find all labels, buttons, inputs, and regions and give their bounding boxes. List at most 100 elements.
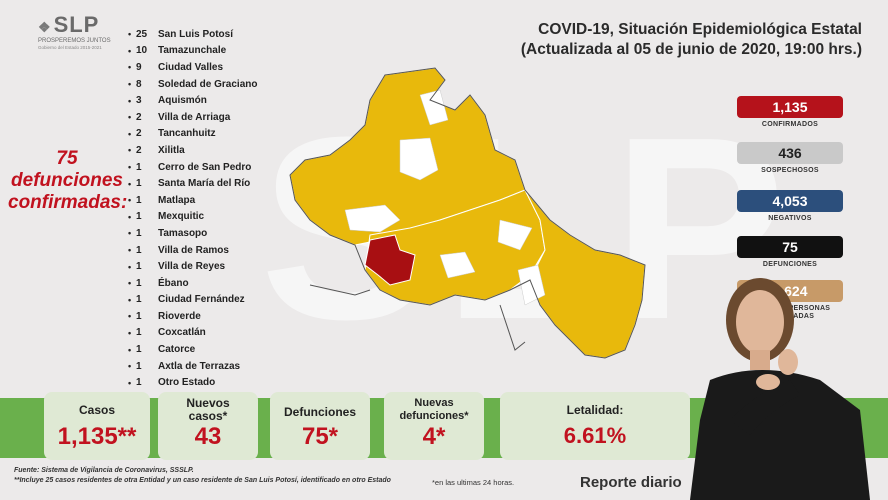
list-item: • 1 Ciudad Fernández: [128, 292, 288, 309]
municipality-count: 1: [136, 161, 142, 173]
bullet-icon: •: [128, 178, 132, 189]
municipality-name: Soledad de Graciano: [158, 78, 258, 90]
interpreter-torso: [690, 370, 870, 500]
bullet-icon: •: [128, 311, 132, 322]
list-item: • 1 Cerro de San Pedro: [128, 159, 288, 176]
stat-value: 1,135: [737, 96, 843, 118]
municipality-deaths-list: • 25 San Luis Potosí • 10 Tamazunchale • 9 Ciuda…: [128, 26, 288, 391]
deaths-value: 75*: [301, 423, 339, 450]
footer-source: Fuente: Sistema de Vigilancia de Coronav…: [14, 467, 194, 474]
municipality-name: Tancanhuitz: [158, 128, 216, 140]
municipality-name: San Luis Potosí: [158, 28, 234, 40]
cases-card: Casos 1,135**: [44, 392, 150, 460]
interpreter-arm: [730, 380, 800, 435]
stat-confirmados: 1,135 CONFIRMADOS: [737, 96, 843, 129]
municipality-count: 1: [136, 344, 142, 356]
map-region-white-2: [344, 204, 401, 233]
bullet-icon: •: [128, 245, 132, 256]
municipality-count: 1: [136, 211, 142, 223]
footer-note: **Incluye 25 casos residentes de otra En…: [14, 477, 391, 484]
stat-defunciones: 75 DEFUNCIONES: [737, 236, 843, 269]
stat-sospechosos: 436 SOSPECHOSOS: [737, 142, 843, 175]
municipality-name: Villa de Reyes: [158, 261, 226, 273]
logo-glyph-icon: ❖: [38, 19, 52, 35]
municipality-count: 1: [136, 194, 142, 206]
bullet-icon: •: [128, 29, 132, 40]
map-base: [289, 67, 646, 359]
deaths-card: Defunciones 75*: [270, 392, 370, 460]
list-item: • 1 Axtla de Terrazas: [128, 358, 288, 375]
map-region-capital: [364, 234, 416, 286]
municipality-count: 1: [136, 294, 142, 306]
new-cases-card: Nuevos casos* 43: [158, 392, 258, 460]
bullet-icon: •: [128, 45, 132, 56]
municipality-count: 1: [136, 244, 142, 256]
municipality-name: Rioverde: [158, 310, 201, 322]
stat-label: CONFIRMADOS: [761, 121, 819, 128]
municipality-count: 1: [136, 178, 142, 190]
list-item: • 3 Aquismón: [128, 92, 288, 109]
stat-label: NEGATIVOS: [768, 215, 812, 222]
stat-value: 4,053: [737, 190, 843, 212]
municipality-count: 1: [136, 327, 142, 339]
government-logo: ❖SLP PROSPEREMOS JUNTOS Gobierno del Est…: [38, 12, 118, 51]
logo-subline: Gobierno del Estado 2015-2021: [38, 45, 102, 50]
sign-language-interpreter: [690, 278, 870, 500]
map-region-white-6: [419, 89, 449, 126]
municipality-count: 1: [136, 310, 142, 322]
stat-label: SOSPECHOSOS: [761, 167, 819, 174]
list-item: • 1 Villa de Ramos: [128, 242, 288, 259]
list-item: • 10 Tamazunchale: [128, 43, 288, 60]
bullet-icon: •: [128, 162, 132, 173]
bullet-icon: •: [128, 62, 132, 73]
municipality-name: Villa de Ramos: [158, 244, 229, 256]
bullet-icon: •: [128, 128, 132, 139]
border-stub-south: [499, 304, 526, 351]
list-item: • 25 San Luis Potosí: [128, 26, 288, 43]
municipality-name: Tamasopo: [158, 227, 208, 239]
bullet-icon: •: [128, 95, 132, 106]
municipality-name: Catorce: [158, 344, 196, 356]
list-item: • 1 Tamasopo: [128, 225, 288, 242]
list-item: • 1 Matlapa: [128, 192, 288, 209]
municipality-count: 2: [136, 144, 142, 156]
deaths-count: 75: [56, 148, 78, 169]
list-item: • 1 Ébano: [128, 275, 288, 292]
list-item: • 1 Mexquitic: [128, 209, 288, 226]
municipality-name: Santa María del Río: [158, 178, 251, 190]
map-region-white-4: [439, 251, 476, 279]
cases-label: Casos: [78, 403, 116, 417]
interpreter-neck: [750, 350, 770, 370]
municipality-count: 1: [136, 227, 142, 239]
bullet-icon: •: [128, 145, 132, 156]
bullet-icon: •: [128, 261, 132, 272]
stat-label: DEFUNCIONES: [762, 261, 818, 268]
state-map: [289, 67, 646, 359]
map-region-white-1: [399, 137, 439, 181]
new-deaths-label: Nuevas defunciones*: [399, 397, 469, 422]
stat-negativos: 4,053 NEGATIVOS: [737, 190, 843, 223]
list-item: • 1 Catorce: [128, 341, 288, 358]
footer-asterisk-note: *en las ultimas 24 horas.: [432, 478, 515, 487]
deaths-label: Defunciones: [283, 405, 356, 419]
list-item: • 2 Villa de Arriaga: [128, 109, 288, 126]
municipality-name: Matlapa: [158, 194, 196, 206]
daily-report-label: Reporte diario: [580, 474, 682, 491]
municipality-count: 2: [136, 111, 142, 123]
stat-value: 436: [737, 142, 843, 164]
bullet-icon: •: [128, 112, 132, 123]
cases-value: 1,135**: [57, 423, 137, 450]
state-border-line: [289, 67, 646, 359]
lethality-card: Letalidad: 6.61%: [500, 392, 690, 460]
map-region-white-3: [497, 219, 533, 251]
municipality-name: Coxcatlán: [158, 327, 206, 339]
municipality-name: Villa de Arriaga: [158, 111, 231, 123]
list-item: • 1 Rioverde: [128, 308, 288, 325]
bullet-icon: •: [128, 211, 132, 222]
logo-mark-text: SLP: [53, 12, 100, 37]
new-deaths-value: 4*: [422, 423, 446, 450]
municipality-name: Ciudad Valles: [158, 61, 224, 73]
municipality-count: 9: [136, 61, 142, 73]
municipality-name: Ciudad Fernández: [158, 294, 245, 306]
logo-tagline: PROSPEREMOS JUNTOS: [38, 38, 111, 44]
